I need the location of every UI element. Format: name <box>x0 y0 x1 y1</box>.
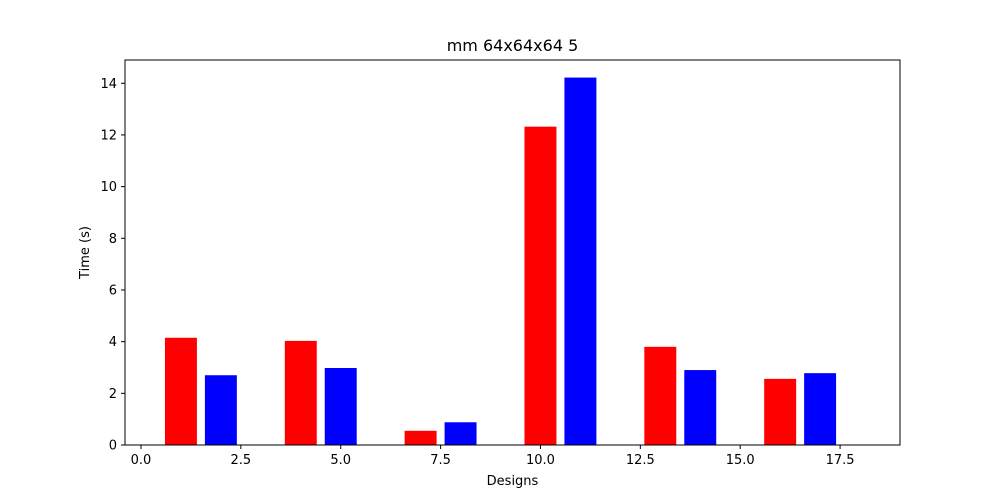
chart-title: mm 64x64x64 5 <box>447 36 579 55</box>
x-tick-label: 0.0 <box>131 453 152 468</box>
bar-series-1-point-1 <box>164 337 197 445</box>
x-tick-label: 12.5 <box>626 453 655 468</box>
x-tick-label: 17.5 <box>826 453 855 468</box>
x-tick-label: 5.0 <box>330 453 351 468</box>
bar-series-1-point-5 <box>644 346 677 445</box>
bar-series-1-point-6 <box>764 378 797 445</box>
x-tick-label: 15.0 <box>726 453 755 468</box>
bar-series-2-point-5 <box>684 370 717 445</box>
bar-series-1-point-3 <box>404 430 437 445</box>
y-axis: 0 2 4 6 8 10 12 14 <box>100 77 125 454</box>
x-axis: 0.0 2.5 5.0 7.5 10.0 12.5 15.0 17.5 <box>131 445 855 468</box>
y-tick-label: 6 <box>109 283 117 298</box>
bar-series-2-point-2 <box>324 368 357 445</box>
y-axis-label: Time (s) <box>78 226 93 280</box>
x-tick-label: 10.0 <box>526 453 555 468</box>
bar-series-2-point-3 <box>444 422 477 445</box>
y-tick-label: 4 <box>109 335 117 350</box>
bar-series-1-point-2 <box>284 340 317 445</box>
plot-frame <box>124 59 901 446</box>
y-tick-label: 14 <box>100 77 117 92</box>
bar-series-2-point-4 <box>564 77 597 446</box>
bars-group <box>164 77 837 446</box>
x-axis-label: Designs <box>487 474 539 489</box>
bar-series-2-point-6 <box>804 373 837 445</box>
y-tick-label: 2 <box>109 387 117 402</box>
y-tick-label: 10 <box>100 180 117 195</box>
x-tick-label: 7.5 <box>430 453 451 468</box>
bar-series-2-point-1 <box>204 375 237 445</box>
y-tick-label: 0 <box>109 439 117 454</box>
y-tick-label: 12 <box>100 128 117 143</box>
y-tick-label: 8 <box>109 232 117 247</box>
x-tick-label: 2.5 <box>231 453 252 468</box>
bar-series-1-point-4 <box>524 126 557 445</box>
